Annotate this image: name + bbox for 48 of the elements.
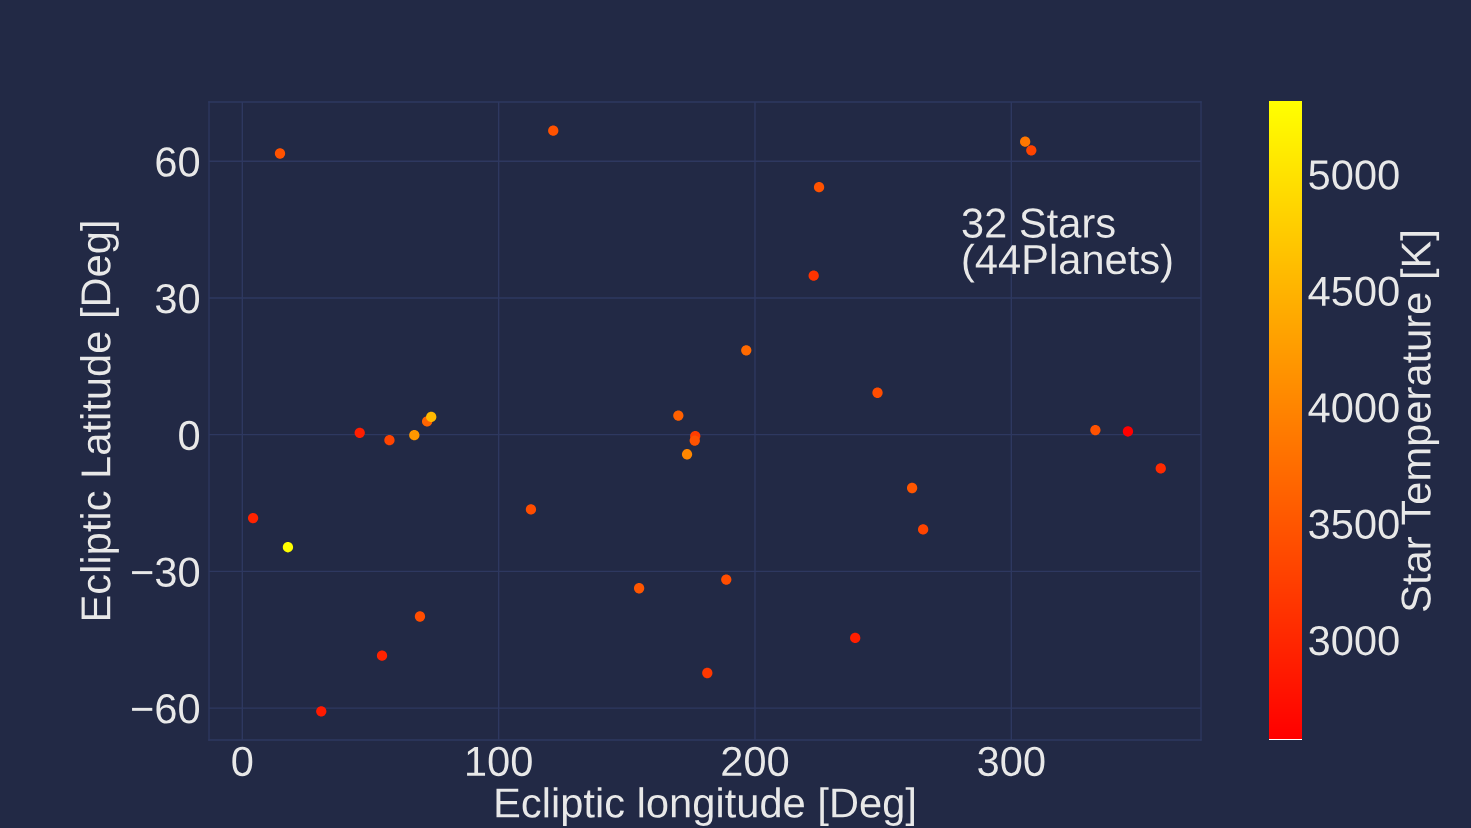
x-tick-label: 100 [467,746,532,777]
color-bar-label: 4000 [1308,393,1399,423]
point [906,482,918,494]
point [426,411,437,423]
point [282,542,294,553]
point [354,427,365,438]
y-tick-label: 60 [156,147,200,177]
point [316,706,327,717]
point [721,574,732,585]
point [1155,463,1166,474]
color-bar-title: Star Temperature [K] [1400,232,1440,611]
color-bar-label: 3500 [1309,509,1399,539]
point [247,512,259,524]
point [633,583,645,594]
y-tick-label: −60 [132,694,200,724]
point [808,270,819,281]
point [813,182,825,193]
x-tick-label: 0 [232,746,253,777]
x-tick-label: 200 [722,746,789,777]
point [872,387,883,398]
point [525,504,537,515]
point [1020,136,1031,147]
y-axis-title: Ecliptic Latitude [Deg] [80,222,119,620]
point [741,345,752,356]
point [702,667,713,679]
x-axis-title: Ecliptic longitude [Deg] [496,787,914,827]
point [274,148,286,159]
point [917,524,929,535]
x-tick-label: 300 [978,746,1045,777]
color-bar-label: 5000 [1309,160,1399,190]
annotation: 32 Stars (44Planets) [962,208,1172,283]
point [376,650,388,661]
point [548,125,559,136]
y-tick-label: −30 [132,557,200,587]
point [409,429,420,441]
point [414,611,426,622]
point [681,449,693,460]
color-bar-label: 4500 [1308,276,1399,307]
y-tick-label: 30 [155,283,200,314]
point [384,434,395,446]
y-tick-label: 0 [179,420,200,451]
point [689,435,700,446]
point [1090,424,1101,436]
point [1026,145,1037,156]
color-bar-label: 3000 [1309,625,1399,656]
point [1122,426,1134,437]
point [850,632,861,644]
point [673,410,684,421]
